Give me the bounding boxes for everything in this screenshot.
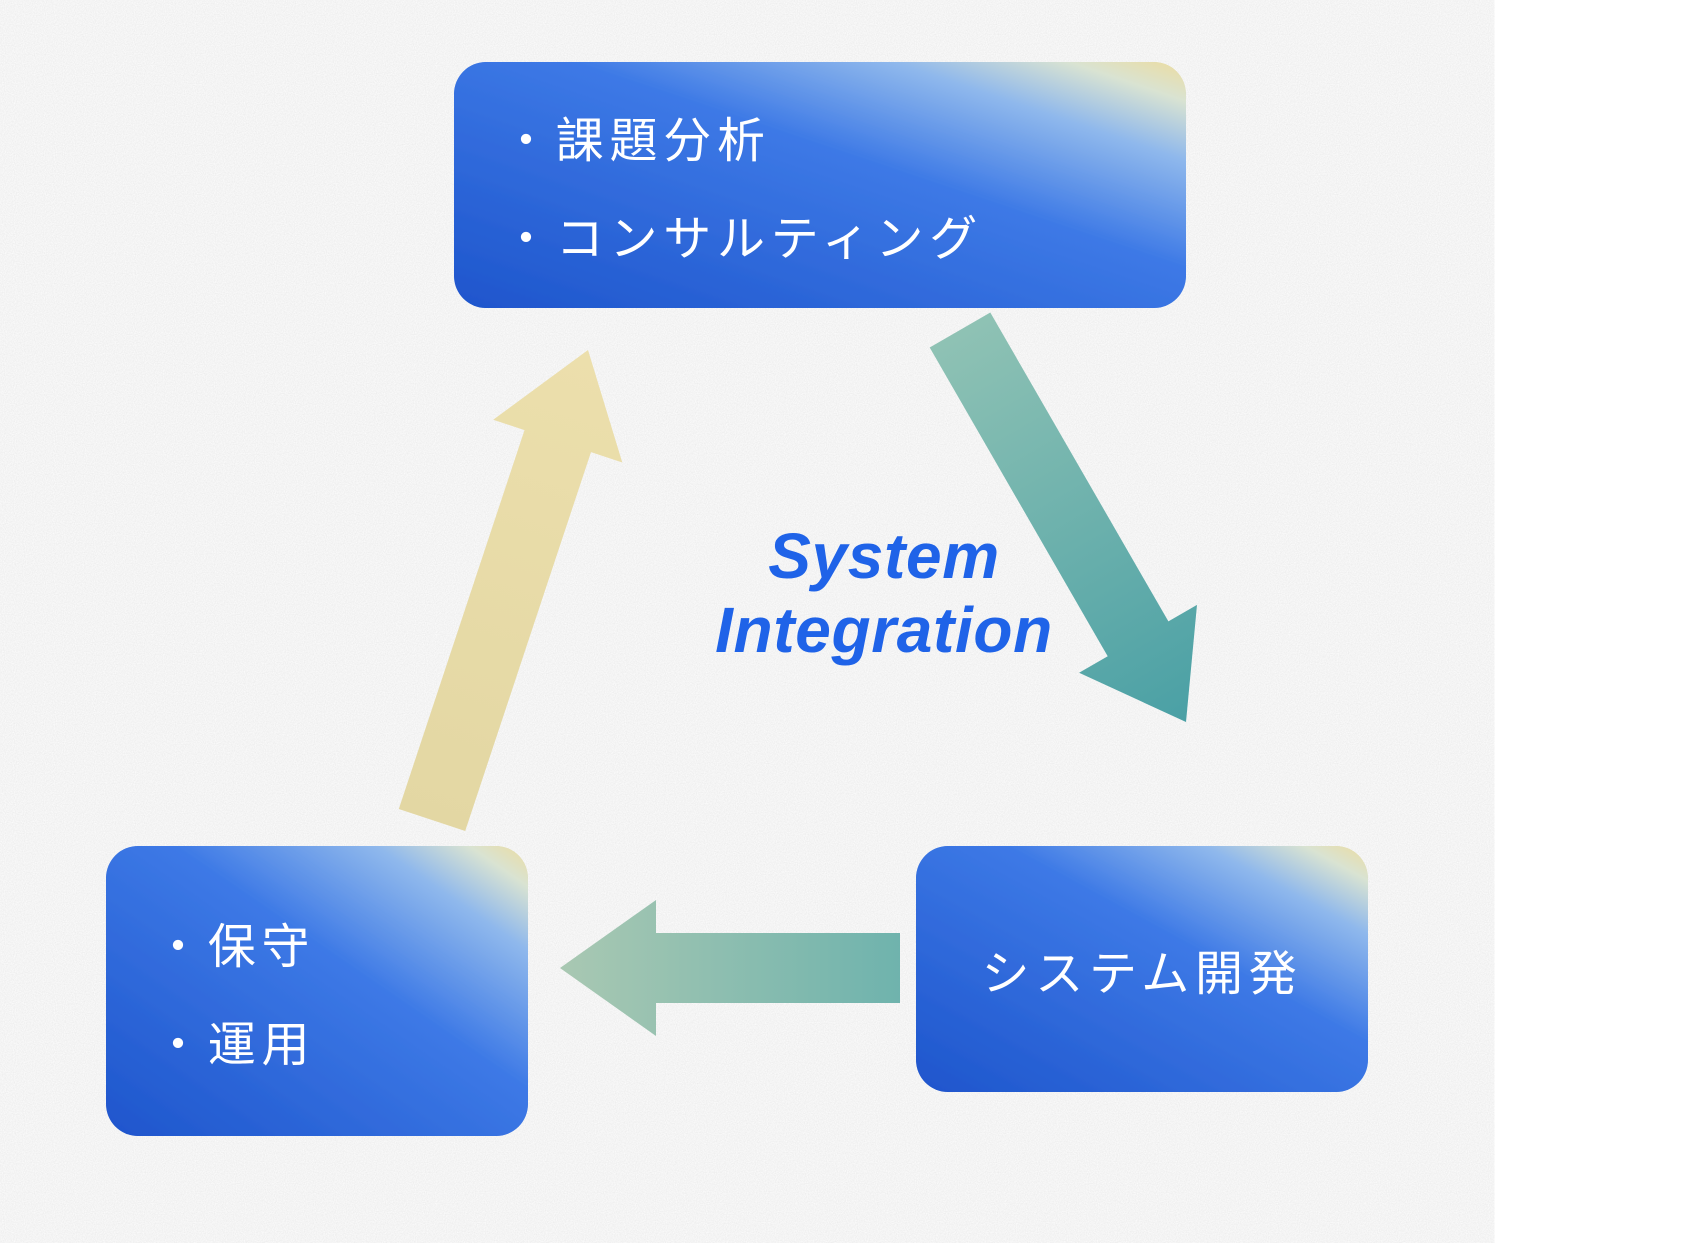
node-left-line1: ・保守	[154, 907, 528, 977]
node-top-line2: ・コンサルティング	[502, 199, 1186, 269]
arrow-left-to-top	[399, 350, 623, 831]
diagram-stage: ・課題分析 ・コンサルティング システム開発 ・保守 ・運用 System In…	[0, 0, 1686, 1243]
arrow-right-to-left	[560, 900, 900, 1036]
node-top-line1: ・課題分析	[502, 101, 1186, 171]
center-title-line1: System	[664, 520, 1104, 594]
node-left: ・保守 ・運用	[106, 846, 528, 1136]
center-title-line2: Integration	[664, 594, 1104, 668]
node-right-line1: システム開発	[981, 934, 1302, 1004]
center-title: System Integration	[664, 520, 1104, 667]
node-top: ・課題分析 ・コンサルティング	[454, 62, 1186, 308]
node-right: システム開発	[916, 846, 1368, 1092]
node-left-line2: ・運用	[154, 1005, 528, 1075]
